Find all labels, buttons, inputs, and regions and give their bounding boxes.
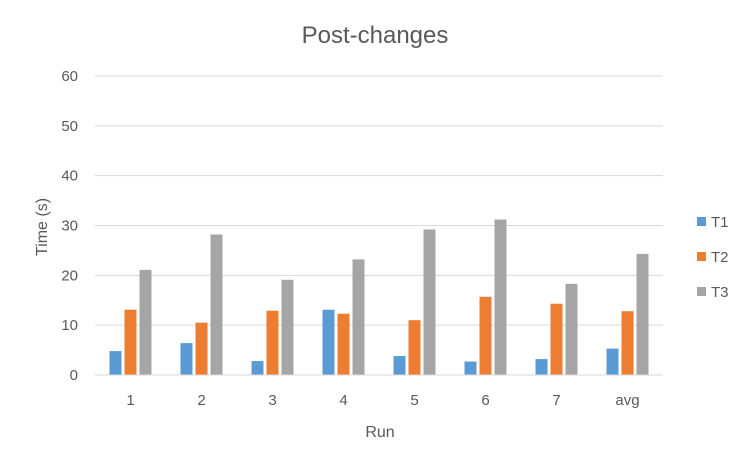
y-tick-label: 30 [61, 218, 78, 235]
bar-t1-7 [535, 359, 548, 375]
bar-t3-1 [139, 269, 152, 375]
bar-t1-1 [109, 351, 122, 375]
bar-t2-6 [479, 296, 492, 375]
bar-t1-6 [464, 361, 477, 375]
x-tick-label: 7 [552, 392, 560, 409]
bar-t3-7 [565, 283, 578, 375]
legend-label: T1 [711, 214, 729, 231]
y-tick-label: 10 [61, 317, 78, 334]
bar-t3-5 [423, 229, 436, 375]
legend: T1 T2 T3 [697, 214, 729, 301]
bar-t3-avg [636, 253, 649, 375]
bar-t2-avg [621, 311, 634, 375]
x-tick-label: 4 [339, 392, 347, 409]
bar-t2-5 [408, 320, 421, 375]
x-tick-label: 3 [268, 392, 276, 409]
y-tick-label: 40 [61, 168, 78, 185]
x-tick-label: 6 [481, 392, 489, 409]
legend-swatch-t1 [697, 217, 706, 226]
bar-t1-3 [251, 361, 264, 375]
legend-label: T2 [711, 249, 729, 266]
bar-t2-2 [195, 322, 208, 375]
y-axis-ticks: 0 10 20 30 40 50 60 [61, 68, 78, 384]
legend-swatch-t3 [697, 287, 706, 296]
bar-t2-3 [266, 310, 279, 375]
bar-t3-4 [352, 259, 365, 375]
bar-t2-7 [550, 303, 563, 375]
x-tick-label: avg [615, 392, 639, 409]
x-axis-ticks: 1 2 3 4 5 6 7 avg [126, 392, 639, 409]
y-tick-label: 50 [61, 118, 78, 135]
chart-title: Post-changes [302, 22, 449, 49]
x-tick-label: 2 [197, 392, 205, 409]
gridlines [95, 75, 663, 326]
y-tick-label: 60 [61, 68, 78, 85]
bar-t3-2 [210, 234, 223, 375]
x-axis-title: Run [365, 424, 394, 441]
bars [109, 219, 649, 375]
bar-t2-1 [124, 309, 137, 375]
bar-t1-4 [322, 309, 335, 375]
bar-t3-3 [281, 279, 294, 375]
y-tick-label: 20 [61, 267, 78, 284]
bar-t1-2 [180, 343, 193, 375]
legend-label: T3 [711, 284, 729, 301]
bar-t1-5 [393, 356, 406, 375]
legend-swatch-t2 [697, 252, 706, 261]
y-tick-label: 0 [70, 367, 78, 384]
bar-t3-6 [494, 219, 507, 375]
x-tick-label: 5 [410, 392, 418, 409]
bar-t1-avg [606, 348, 619, 375]
bar-t2-4 [337, 313, 350, 375]
y-axis-title: Time (s) [34, 198, 51, 256]
x-tick-label: 1 [126, 392, 134, 409]
